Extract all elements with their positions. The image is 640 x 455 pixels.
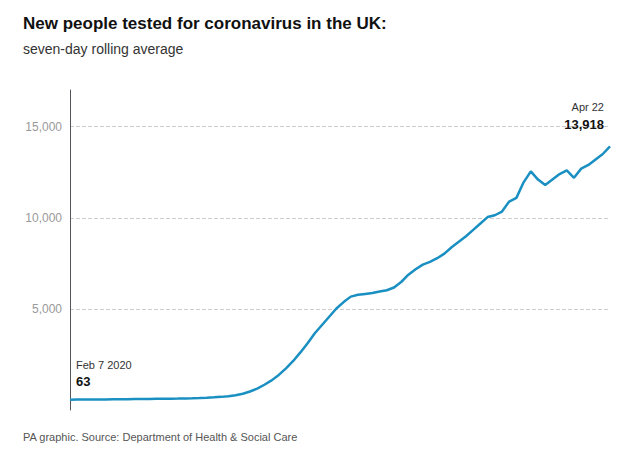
svg-text:5,000: 5,000: [32, 302, 62, 316]
svg-text:PA graphic. Source: Department: PA graphic. Source: Department of Health…: [23, 431, 297, 443]
svg-text:Feb 7 2020: Feb 7 2020: [76, 359, 132, 371]
svg-text:13,918: 13,918: [564, 117, 604, 132]
svg-text:10,000: 10,000: [25, 211, 62, 225]
svg-text:63: 63: [76, 374, 90, 389]
svg-text:Apr 22: Apr 22: [572, 101, 604, 113]
svg-text:15,000: 15,000: [25, 120, 62, 134]
svg-text:seven-day rolling average: seven-day rolling average: [23, 41, 184, 57]
svg-text:New people tested for coronavi: New people tested for coronavirus in the…: [23, 14, 387, 33]
